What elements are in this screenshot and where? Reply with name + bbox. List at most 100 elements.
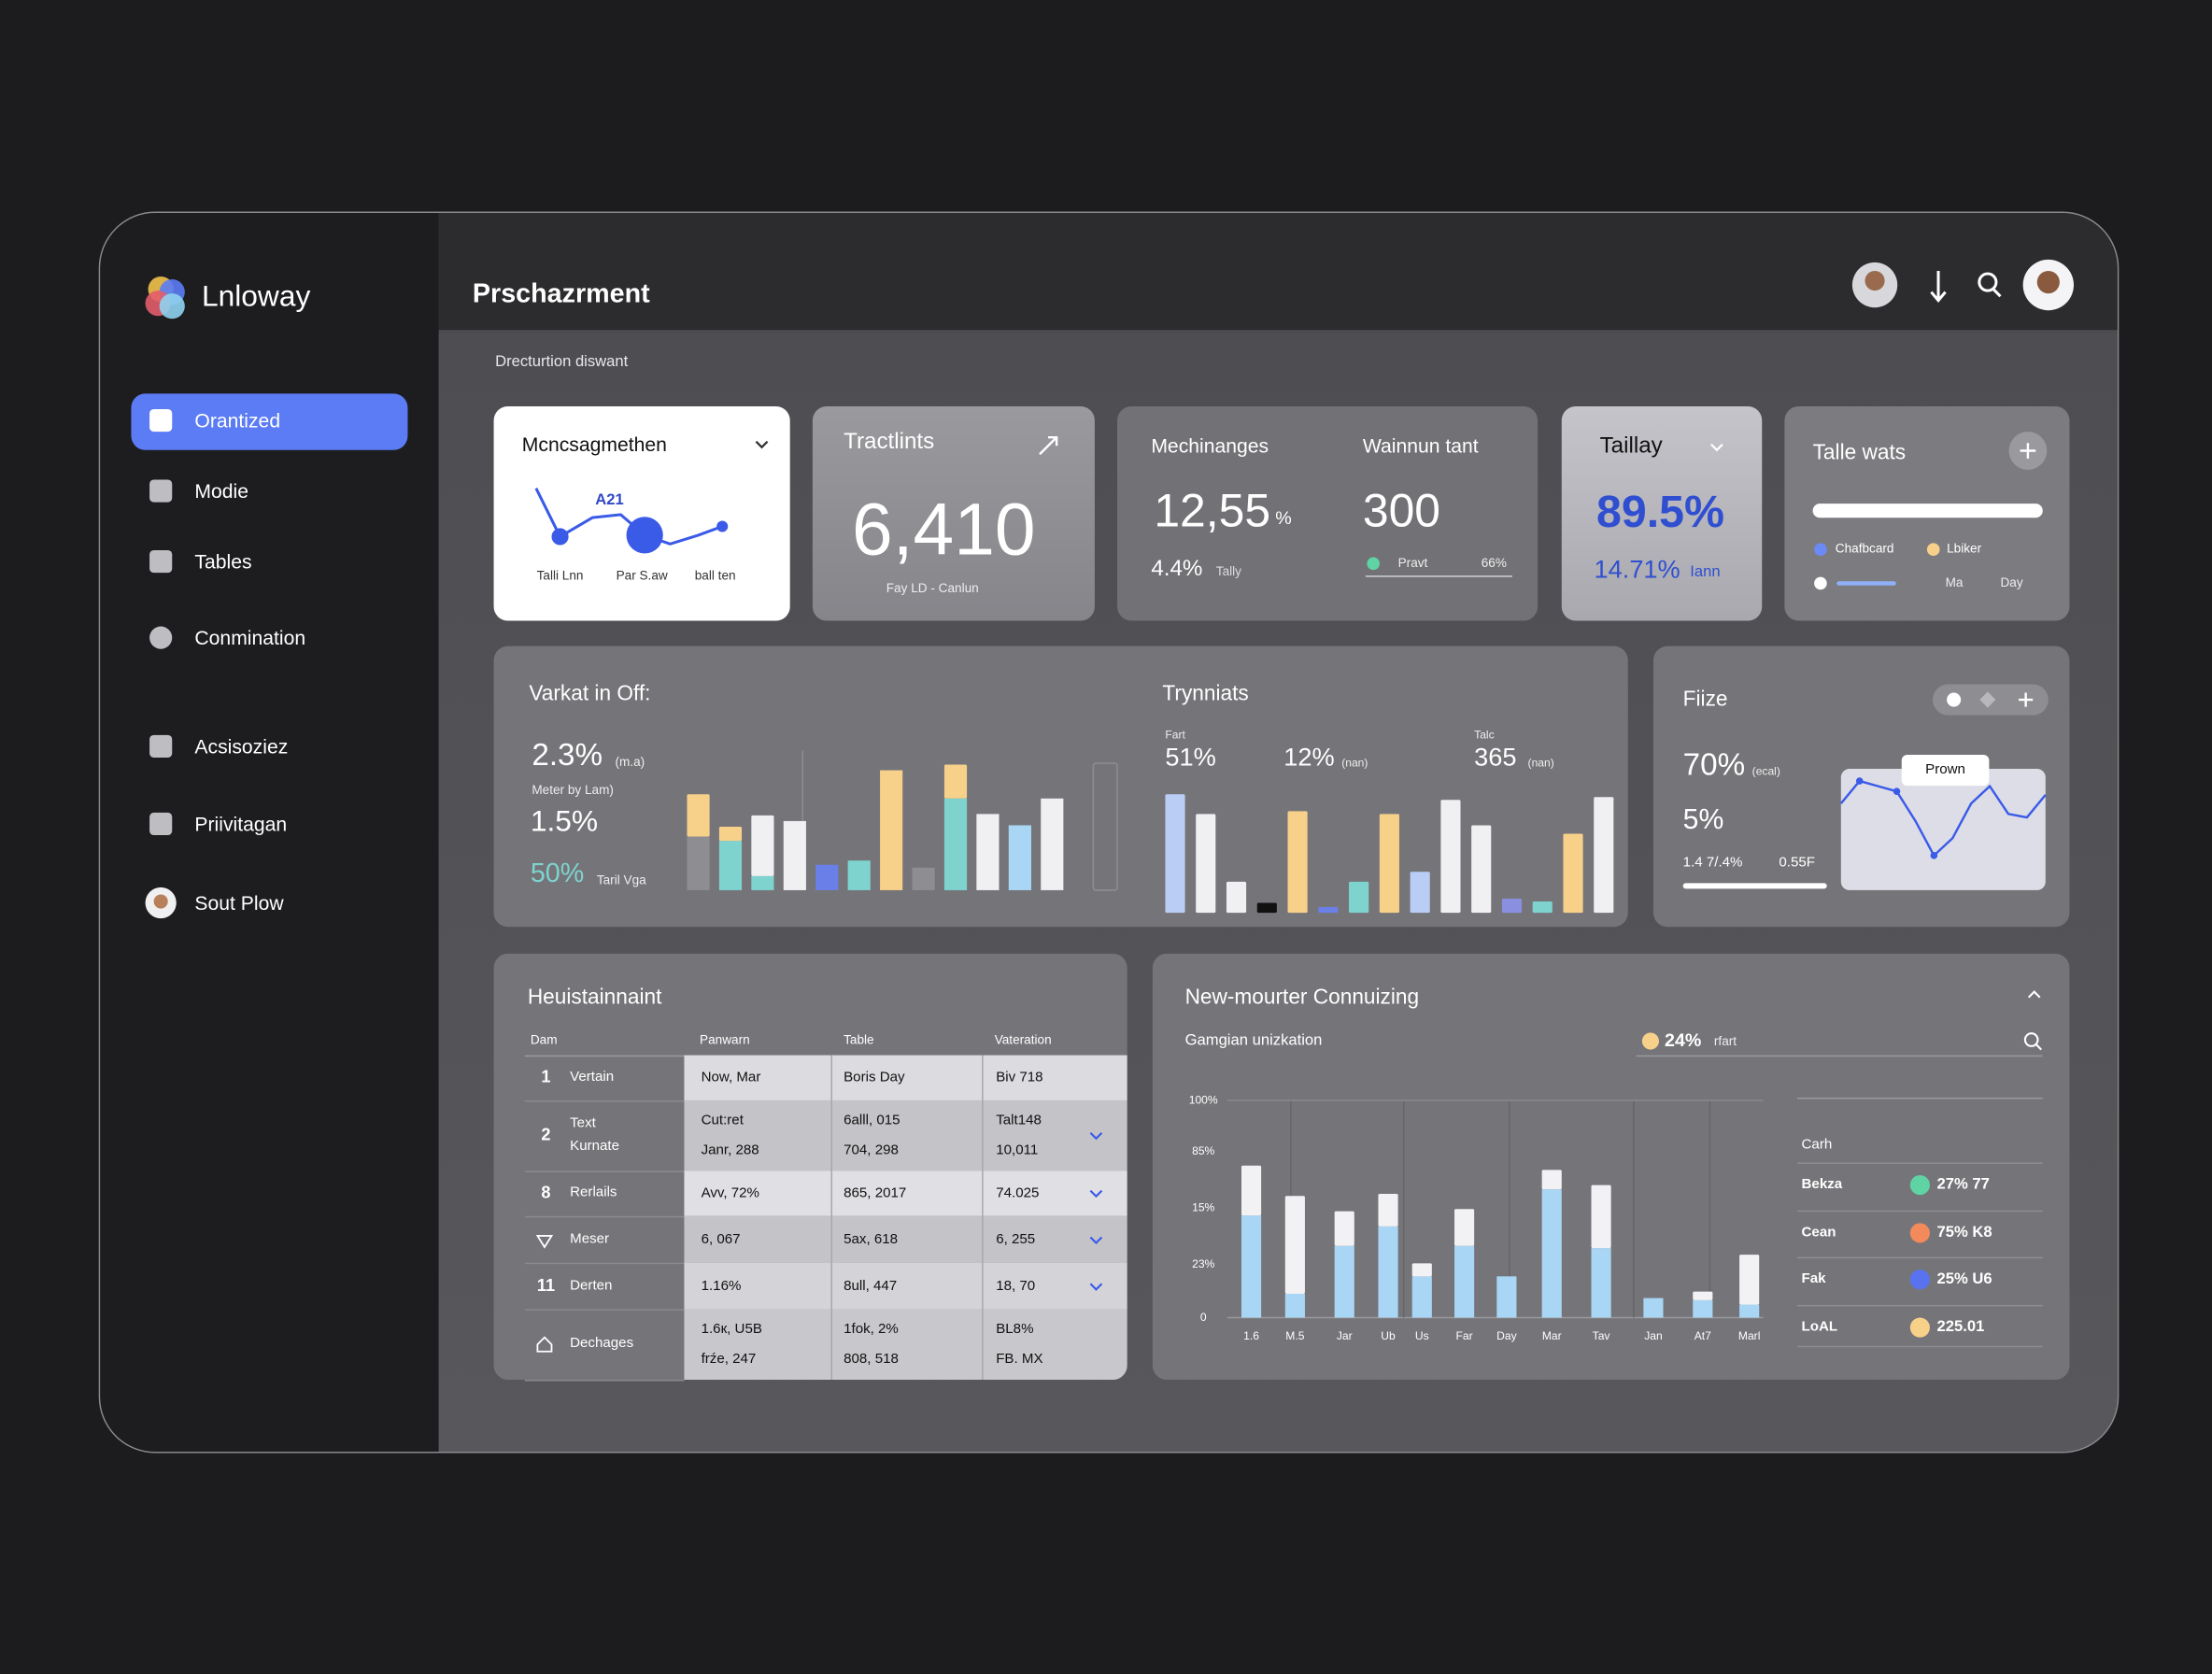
y-tick-label: 100%: [1188, 1094, 1218, 1107]
card-changes: [1117, 405, 1538, 621]
nav-item[interactable]: Orantized: [194, 408, 281, 433]
chevron: [1710, 443, 1723, 452]
icon-shape: [149, 812, 173, 836]
bar: [751, 875, 774, 890]
y-tick-label: 0: [1199, 1311, 1207, 1325]
nav-item[interactable]: Sout Plow: [194, 891, 284, 915]
bar: [1318, 907, 1339, 914]
toggle: [1947, 692, 1962, 707]
divider: [1796, 1162, 2043, 1164]
nav-item[interactable]: Modie: [194, 479, 249, 503]
x-tick-label: Jan: [1644, 1329, 1663, 1342]
avatar-face: [2036, 270, 2060, 294]
chevron: [1089, 1189, 1103, 1199]
bar: [815, 864, 839, 890]
cell: 6, 067: [701, 1231, 741, 1248]
chevron: [2027, 990, 2041, 999]
trend-point: [626, 517, 663, 554]
y-tick-label: 23%: [1192, 1257, 1215, 1270]
nav-icon: [149, 549, 173, 574]
logo: [145, 276, 185, 319]
bar-cap: [1241, 1165, 1262, 1216]
bar: [1349, 881, 1369, 914]
stat: 2.3%: [532, 736, 603, 773]
stat: 50%: [530, 858, 585, 889]
expand-icon: [1039, 435, 1058, 456]
page-subtitle: Drecturtion diswant: [495, 353, 629, 371]
table-row-cells: [684, 1215, 1127, 1263]
nav-icon: [149, 626, 173, 649]
bar: [1287, 811, 1308, 914]
nav-item[interactable]: Conmination: [194, 626, 306, 649]
card-title: Wainnun tant: [1362, 434, 1479, 458]
bar: [1411, 1276, 1432, 1318]
icon-shape: [1039, 435, 1058, 456]
table-row-cells: [684, 1099, 1127, 1171]
bar: [1643, 1298, 1664, 1318]
bar: [1454, 1245, 1475, 1318]
divider: [1796, 1345, 2043, 1348]
nav-active[interactable]: [131, 393, 408, 450]
bar: [1378, 1226, 1398, 1318]
bar: [1739, 1304, 1760, 1318]
y-tick-label: 15%: [1192, 1200, 1215, 1214]
bar: [1563, 833, 1583, 914]
bar: [912, 867, 935, 890]
divider: [524, 1170, 685, 1172]
nav-item[interactable]: Priivitagan: [194, 812, 288, 835]
badge-dot: [1641, 1032, 1659, 1050]
tooltip-text: Prown: [1925, 761, 1965, 778]
point: [1855, 777, 1864, 785]
unit: %: [1275, 506, 1292, 529]
legend-label: Bekza: [1801, 1176, 1843, 1193]
progress-bar: [1812, 504, 2043, 518]
badge-label: rfart: [1713, 1033, 1737, 1048]
bar: [880, 770, 903, 890]
toggle: [1979, 691, 1996, 708]
row-number: 11: [536, 1274, 556, 1295]
legend-label: Fak: [1801, 1271, 1826, 1287]
divider: [524, 1099, 685, 1102]
axis-label: ball ten: [694, 568, 736, 583]
x-tick-label: Far: [1455, 1329, 1473, 1342]
axis-label: Day: [2000, 575, 2023, 590]
cell: Cut:ret Janr, 288: [701, 1113, 759, 1158]
divider: [1796, 1256, 2043, 1259]
bar-cap: [718, 826, 743, 842]
row-chevron: [1089, 1235, 1103, 1244]
stat-note: (m.a): [615, 754, 645, 769]
plus: [2020, 443, 2036, 459]
table-row-cells: [684, 1055, 1127, 1100]
big-number: 89.5%: [1595, 486, 1725, 537]
row-name: Rerlails: [570, 1185, 617, 1201]
nav-item[interactable]: Tables: [194, 549, 252, 574]
bar: [718, 841, 743, 890]
row-name: Meser: [570, 1230, 610, 1247]
stat-note: (ecal): [1751, 765, 1780, 778]
divider: [524, 1309, 685, 1311]
nav-item[interactable]: Acsisoziez: [194, 734, 289, 758]
connuizing-chart: [1227, 1099, 1764, 1319]
cell: 1fok, 2% 808, 518: [844, 1322, 899, 1368]
table-row-cells: [684, 1170, 1127, 1216]
point: [1930, 852, 1938, 859]
caption: Meter by Lam): [532, 782, 614, 798]
bar: [1256, 902, 1277, 914]
chevron: [1089, 1131, 1103, 1141]
cell: 8ull, 447: [844, 1278, 898, 1294]
icon-shape: [535, 1234, 554, 1248]
bar-cap: [1739, 1255, 1760, 1305]
nav-icon: [149, 734, 173, 758]
caption: Taril Vga: [596, 872, 646, 887]
x-tick-label: Us: [1414, 1329, 1429, 1342]
cell: 74.025: [996, 1185, 1040, 1201]
x-tick-label: Marl: [1737, 1329, 1761, 1342]
column-header: Dam: [530, 1032, 558, 1047]
plus: [2019, 692, 2034, 707]
brand: Lnloway: [201, 280, 311, 314]
table-row-cells: [684, 1309, 1127, 1380]
cell: Avv, 72%: [701, 1185, 759, 1201]
search-handle: [1992, 288, 2002, 298]
delta: 14.71%: [1594, 555, 1680, 584]
row-chevron: [1089, 1282, 1103, 1291]
